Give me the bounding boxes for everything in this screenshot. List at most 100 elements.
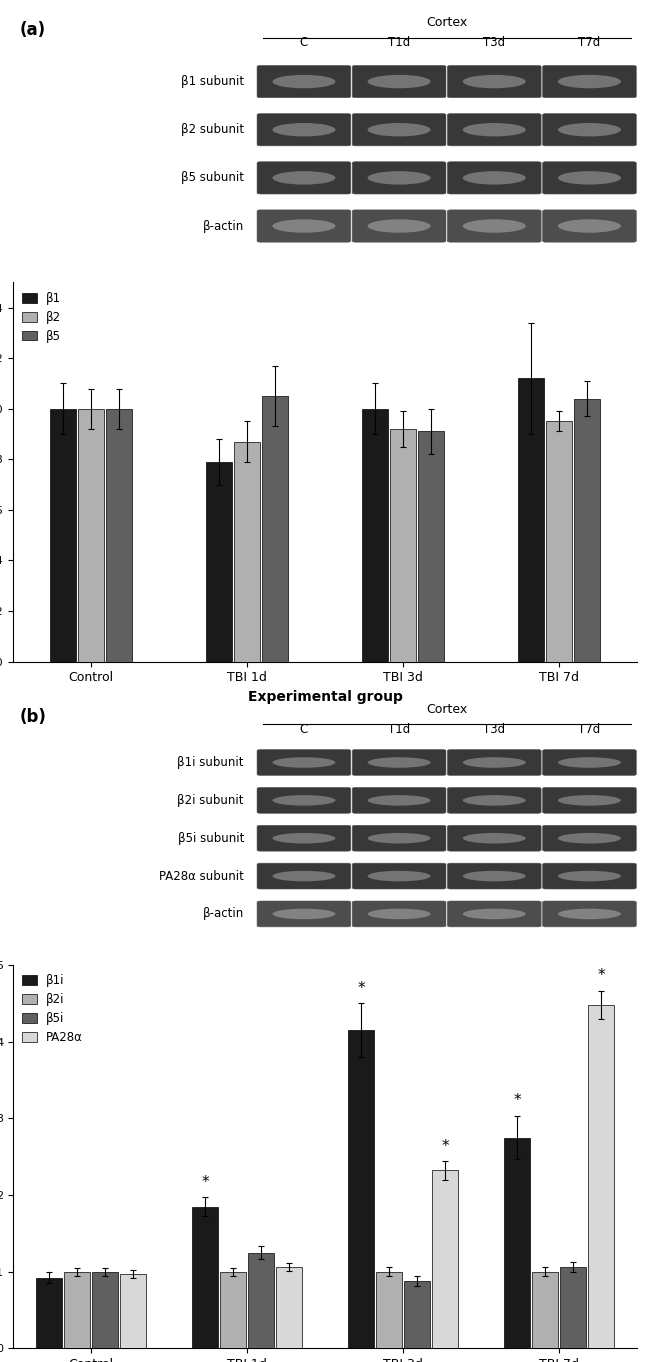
Bar	[276, 1267, 302, 1348]
Text: C: C	[300, 723, 308, 735]
Text: *: *	[441, 1139, 449, 1154]
Text: β-actin: β-actin	[203, 907, 244, 921]
Text: β-actin: β-actin	[203, 219, 244, 233]
Ellipse shape	[368, 757, 430, 768]
Ellipse shape	[463, 870, 526, 881]
Ellipse shape	[463, 172, 526, 185]
FancyBboxPatch shape	[543, 864, 636, 889]
Ellipse shape	[272, 834, 335, 843]
Bar	[234, 441, 260, 662]
Ellipse shape	[558, 172, 621, 185]
Bar	[192, 1207, 218, 1348]
Ellipse shape	[272, 757, 335, 768]
Text: Cortex: Cortex	[426, 703, 467, 716]
Ellipse shape	[272, 870, 335, 881]
Bar	[120, 1273, 146, 1348]
Bar	[376, 1272, 402, 1348]
Bar	[432, 1170, 458, 1348]
FancyBboxPatch shape	[543, 65, 636, 98]
FancyBboxPatch shape	[257, 902, 351, 928]
FancyBboxPatch shape	[447, 864, 541, 889]
Text: C: C	[300, 37, 308, 49]
Bar	[106, 409, 132, 662]
Bar	[92, 1272, 118, 1348]
FancyBboxPatch shape	[257, 787, 351, 813]
Ellipse shape	[368, 834, 430, 843]
Bar	[206, 462, 232, 662]
FancyBboxPatch shape	[257, 825, 351, 851]
Text: *: *	[597, 968, 605, 983]
FancyBboxPatch shape	[447, 210, 541, 242]
Bar	[36, 1278, 62, 1348]
Bar	[78, 409, 104, 662]
Text: (a): (a)	[20, 20, 46, 39]
Ellipse shape	[368, 75, 430, 89]
Bar	[560, 1267, 586, 1348]
FancyBboxPatch shape	[447, 825, 541, 851]
FancyBboxPatch shape	[257, 749, 351, 775]
Text: β2i subunit: β2i subunit	[177, 794, 244, 806]
FancyBboxPatch shape	[352, 210, 446, 242]
FancyBboxPatch shape	[447, 113, 541, 146]
FancyBboxPatch shape	[257, 864, 351, 889]
Ellipse shape	[368, 172, 430, 185]
Ellipse shape	[463, 123, 526, 136]
Ellipse shape	[558, 908, 621, 919]
FancyBboxPatch shape	[352, 902, 446, 928]
Ellipse shape	[558, 795, 621, 806]
FancyBboxPatch shape	[543, 749, 636, 775]
Bar	[220, 1272, 246, 1348]
Legend: β1, β2, β5: β1, β2, β5	[19, 289, 65, 346]
Text: *: *	[201, 1174, 209, 1189]
Ellipse shape	[558, 219, 621, 233]
Bar	[64, 1272, 90, 1348]
Text: T3d: T3d	[483, 723, 505, 735]
Ellipse shape	[272, 172, 335, 185]
Text: *: *	[357, 981, 365, 996]
Ellipse shape	[558, 870, 621, 881]
FancyBboxPatch shape	[257, 113, 351, 146]
Ellipse shape	[558, 834, 621, 843]
FancyBboxPatch shape	[543, 787, 636, 813]
Ellipse shape	[272, 908, 335, 919]
Bar	[588, 1005, 614, 1348]
Ellipse shape	[368, 123, 430, 136]
X-axis label: Experimental group: Experimental group	[248, 689, 402, 704]
FancyBboxPatch shape	[447, 65, 541, 98]
Ellipse shape	[463, 834, 526, 843]
Ellipse shape	[272, 795, 335, 806]
Ellipse shape	[368, 219, 430, 233]
Text: Cortex: Cortex	[426, 16, 467, 29]
Text: T3d: T3d	[483, 37, 505, 49]
Ellipse shape	[463, 75, 526, 89]
Ellipse shape	[272, 75, 335, 89]
Text: T1d: T1d	[388, 37, 410, 49]
FancyBboxPatch shape	[352, 749, 446, 775]
Bar	[404, 1280, 430, 1348]
FancyBboxPatch shape	[352, 113, 446, 146]
Ellipse shape	[558, 757, 621, 768]
FancyBboxPatch shape	[447, 787, 541, 813]
FancyBboxPatch shape	[257, 65, 351, 98]
Ellipse shape	[272, 123, 335, 136]
FancyBboxPatch shape	[543, 902, 636, 928]
Ellipse shape	[368, 795, 430, 806]
FancyBboxPatch shape	[543, 825, 636, 851]
Bar	[262, 396, 288, 662]
FancyBboxPatch shape	[257, 210, 351, 242]
Ellipse shape	[368, 870, 430, 881]
Bar	[348, 1030, 374, 1348]
Ellipse shape	[368, 908, 430, 919]
Ellipse shape	[558, 123, 621, 136]
Text: *: *	[513, 1094, 521, 1109]
FancyBboxPatch shape	[352, 787, 446, 813]
Text: PA28α subunit: PA28α subunit	[159, 869, 244, 883]
FancyBboxPatch shape	[257, 162, 351, 193]
FancyBboxPatch shape	[352, 825, 446, 851]
Text: β5 subunit: β5 subunit	[181, 172, 244, 184]
Bar	[574, 399, 600, 662]
FancyBboxPatch shape	[352, 162, 446, 193]
FancyBboxPatch shape	[447, 162, 541, 193]
Text: T7d: T7d	[578, 37, 601, 49]
Bar	[390, 429, 416, 662]
